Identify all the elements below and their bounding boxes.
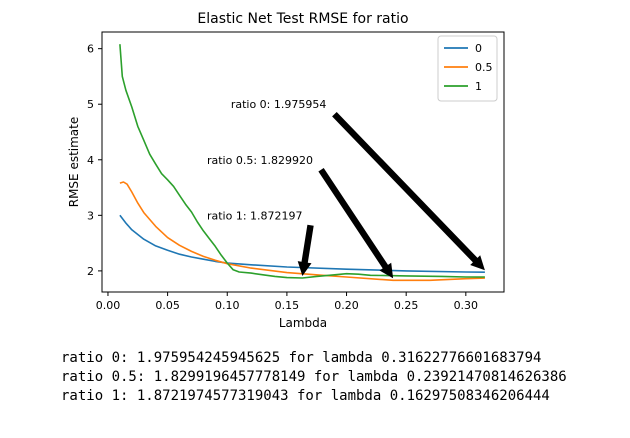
annotation-label-2: ratio 1: 1.872197 [207, 209, 303, 222]
series-line-0 [119, 214, 485, 273]
annotation-label-0: ratio 0: 1.975954 [231, 98, 327, 111]
y-axis-label: RMSE estimate [67, 117, 81, 208]
legend-label-1: 0.5 [475, 61, 493, 74]
y-tick-label: 4 [87, 154, 94, 167]
output-line-ratio-0-5: ratio 0.5: 1.8299196457778149 for lambda… [61, 369, 567, 385]
x-axis-label: Lambda [279, 316, 327, 330]
chart: Elastic Net Test RMSE for ratio ratio 0:… [67, 11, 505, 330]
annotation-arrow-1 [318, 168, 394, 279]
annotation-label-1: ratio 0.5: 1.829920 [207, 154, 313, 167]
plot-frame [101, 31, 505, 293]
x-tick-label: 0.30 [454, 299, 479, 312]
x-tick-label: 0.10 [215, 299, 240, 312]
y-tick-label: 3 [87, 209, 94, 222]
x-tick-label: 0.15 [275, 299, 300, 312]
legend-box [437, 35, 498, 102]
chart-title: Elastic Net Test RMSE for ratio [197, 11, 408, 27]
output-line-ratio-0: ratio 0: 1.975954245945625 for lambda 0.… [61, 350, 542, 366]
y-tick-label: 5 [87, 98, 94, 111]
annotation-arrow-2 [297, 224, 314, 276]
annotation-arrow-0 [332, 112, 485, 271]
y-tick-label: 2 [87, 265, 94, 278]
x-tick-label: 0.25 [394, 299, 419, 312]
series-line-2 [119, 44, 485, 279]
series-line-1 [119, 181, 485, 282]
legend-label-2: 1 [475, 80, 482, 93]
output-line-ratio-1: ratio 1: 1.8721974577319043 for lambda 0… [61, 388, 550, 404]
console-output: ratio 0: 1.975954245945625 for lambda 0.… [61, 349, 567, 406]
x-tick-label: 0.00 [96, 299, 121, 312]
y-tick-label: 6 [87, 43, 94, 56]
x-tick-label: 0.05 [155, 299, 180, 312]
x-tick-label: 0.20 [334, 299, 359, 312]
legend-label-0: 0 [475, 42, 482, 55]
